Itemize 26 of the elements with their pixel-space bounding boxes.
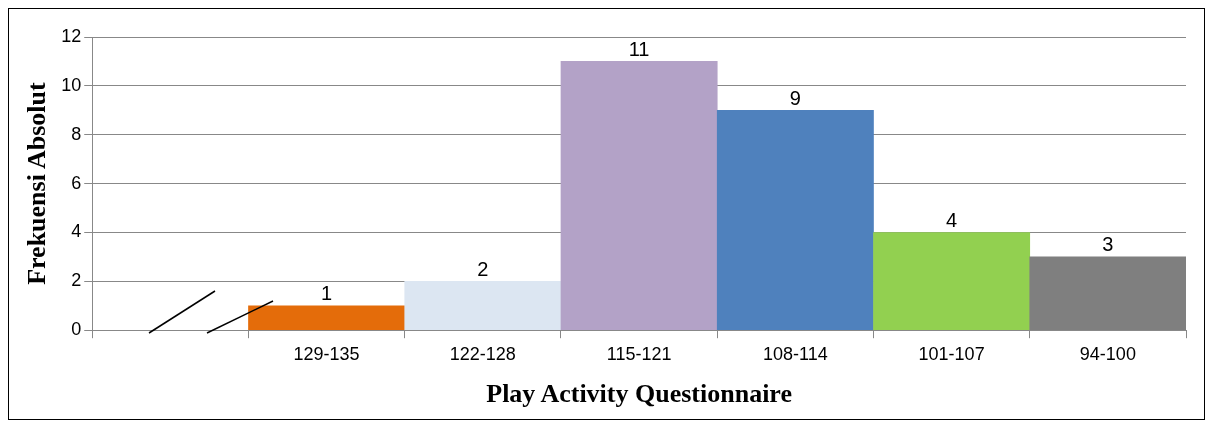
data-label: 2 xyxy=(477,257,489,280)
bar xyxy=(560,61,718,331)
x-tick-label: 108-114 xyxy=(763,343,828,364)
bar xyxy=(248,305,406,331)
y-axis-title: Frekuensi Absolut xyxy=(22,82,52,285)
x-tick-label: 129-135 xyxy=(293,343,360,364)
x-tick-label: 101-107 xyxy=(918,343,985,364)
y-tick-label: 2 xyxy=(71,270,82,291)
x-axis-title: Play Activity Questionnaire xyxy=(486,379,792,409)
x-tick-label: 94-100 xyxy=(1079,343,1136,364)
y-tick-label: 0 xyxy=(71,319,82,340)
data-label: 11 xyxy=(628,37,650,60)
y-tick-label: 8 xyxy=(71,123,82,144)
y-tick-label: 10 xyxy=(61,74,82,95)
y-tick-label: 12 xyxy=(61,25,82,46)
y-tick-label: 6 xyxy=(71,172,82,193)
x-tick-label: 115-121 xyxy=(606,343,672,364)
data-label: 3 xyxy=(1102,233,1114,256)
data-label: 1 xyxy=(321,282,333,305)
data-label: 4 xyxy=(946,208,958,231)
bar xyxy=(873,232,1031,331)
bar xyxy=(716,109,874,331)
x-tick-label: 122-128 xyxy=(449,343,516,364)
data-label: 9 xyxy=(789,86,801,109)
bar xyxy=(404,281,562,331)
y-tick-label: 4 xyxy=(71,221,82,242)
